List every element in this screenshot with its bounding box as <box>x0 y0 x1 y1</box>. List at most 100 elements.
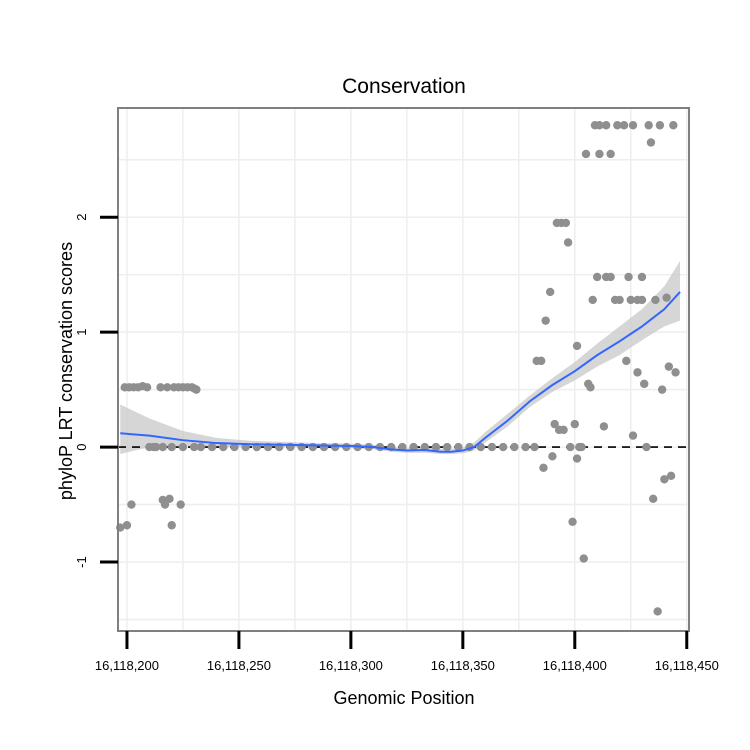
data-point <box>219 442 228 452</box>
data-point <box>669 121 678 130</box>
data-point <box>651 295 660 305</box>
data-point <box>178 442 188 452</box>
smooth-line <box>120 291 681 453</box>
data-point <box>570 419 579 429</box>
data-point <box>189 442 199 452</box>
y-tick-label: 1 <box>74 329 89 336</box>
y-axis-label: phyloP LRT conservation scores <box>56 242 76 500</box>
data-point <box>642 442 651 452</box>
data-point <box>624 272 633 282</box>
data-point <box>331 442 340 452</box>
chart-title: Conservation <box>342 75 466 98</box>
data-point <box>653 607 662 616</box>
data-point <box>122 521 132 530</box>
data-point <box>572 341 582 351</box>
data-point <box>156 383 165 392</box>
data-point <box>615 295 624 305</box>
data-point <box>595 121 604 130</box>
data-point <box>579 554 588 563</box>
data-point <box>588 295 597 305</box>
data-point <box>646 138 656 147</box>
data-point <box>442 442 452 452</box>
data-point <box>644 121 653 130</box>
y-tick-label: 0 <box>74 443 89 450</box>
data-point <box>566 442 575 452</box>
confidence-band <box>120 260 681 454</box>
confidence-band-layer <box>120 260 681 454</box>
data-point <box>548 452 557 461</box>
data-point <box>626 295 635 305</box>
data-point <box>648 494 658 504</box>
x-axis-label: Genomic Position <box>333 688 474 708</box>
data-point <box>487 442 497 452</box>
data-point <box>637 295 647 305</box>
data-point <box>619 121 629 130</box>
data-points-layer <box>116 121 680 616</box>
data-point <box>521 442 530 452</box>
data-point <box>160 500 170 509</box>
x-tick-label: 16,118,300 <box>319 658 383 673</box>
data-point <box>613 121 622 130</box>
y-tick-label: 2 <box>74 214 89 221</box>
data-point <box>662 293 671 302</box>
data-point <box>196 442 206 452</box>
data-point <box>539 463 548 472</box>
data-point <box>230 442 239 452</box>
data-point <box>498 442 508 452</box>
data-point <box>510 442 519 452</box>
y-axis: -1 0 1 2 <box>74 214 118 568</box>
data-point <box>342 442 351 452</box>
data-point <box>308 442 318 452</box>
data-point <box>633 368 642 377</box>
data-point <box>163 383 172 392</box>
data-point <box>530 442 539 452</box>
data-point <box>671 368 680 377</box>
data-point <box>167 521 176 530</box>
data-point <box>476 442 485 452</box>
data-point <box>637 272 647 282</box>
data-point <box>601 121 611 130</box>
data-point <box>606 272 615 282</box>
data-point <box>622 356 631 366</box>
data-point <box>581 149 591 159</box>
data-point <box>592 272 602 282</box>
x-tick-label: 16,118,350 <box>431 658 495 673</box>
data-point <box>151 442 161 452</box>
data-point <box>550 419 559 429</box>
grid-lines <box>118 108 689 631</box>
data-point <box>176 500 185 509</box>
data-point <box>541 316 550 325</box>
y-tick-label: -1 <box>74 556 89 568</box>
data-point <box>655 121 665 130</box>
data-point <box>165 494 174 504</box>
data-point <box>537 356 546 366</box>
data-point <box>572 454 582 463</box>
x-tick-label: 16,118,450 <box>655 658 719 673</box>
data-point <box>545 287 555 297</box>
data-point <box>664 362 674 371</box>
data-point <box>599 422 609 431</box>
data-point <box>431 442 441 452</box>
x-axis: 16,118,200 16,118,250 16,118,300 16,118,350… <box>95 631 719 673</box>
data-point <box>561 218 571 228</box>
data-point <box>666 471 676 481</box>
data-point <box>657 385 667 394</box>
data-point <box>127 500 136 509</box>
x-tick-label: 16,118,400 <box>543 658 607 673</box>
data-point <box>142 383 152 392</box>
data-point <box>586 383 595 392</box>
x-tick-label: 16,118,200 <box>95 658 159 673</box>
panel-border <box>117 107 690 632</box>
data-point <box>158 442 167 452</box>
data-point <box>628 121 638 130</box>
data-point <box>192 385 201 394</box>
x-tick-label: 16,118,250 <box>207 658 271 673</box>
data-point <box>559 425 568 435</box>
data-point <box>640 379 649 389</box>
data-point <box>660 475 669 484</box>
data-point <box>167 442 176 452</box>
smooth-line-layer <box>120 291 681 453</box>
data-point <box>577 442 586 452</box>
data-point <box>563 238 573 247</box>
